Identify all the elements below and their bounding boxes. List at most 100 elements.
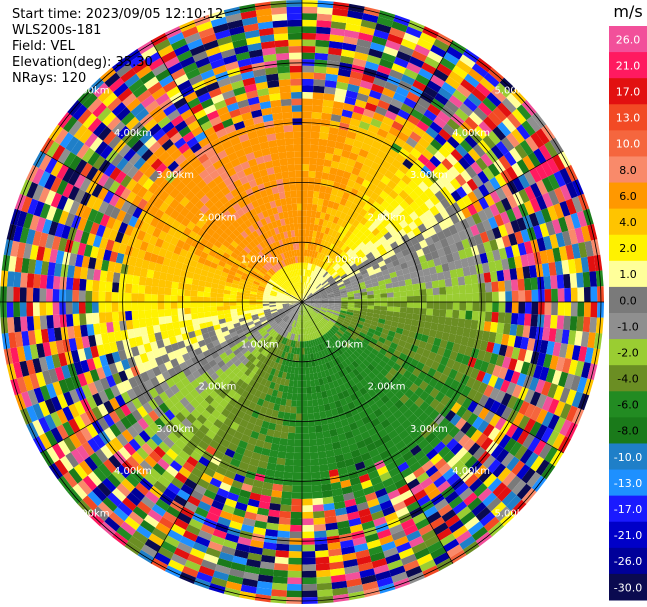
range-gate-cell — [302, 406, 308, 414]
range-gate-cell — [339, 439, 349, 448]
range-gate-cell — [330, 27, 346, 37]
range-gate-cell — [467, 400, 479, 413]
range-gate-cell — [200, 523, 215, 535]
range-gate-cell — [322, 271, 329, 278]
range-gate-cell — [355, 347, 364, 355]
range-gate-cell — [283, 344, 288, 352]
range-gate-cell — [327, 173, 336, 182]
range-gate-cell — [290, 366, 296, 374]
range-gate-cell — [332, 379, 340, 388]
range-gate-cell — [352, 219, 360, 228]
range-gate-cell — [344, 498, 357, 508]
range-gate-cell — [455, 417, 467, 431]
range-gate-cell — [380, 297, 388, 302]
range-gate-cell — [308, 299, 315, 301]
range-gate-cell — [461, 182, 473, 195]
range-gate-cell — [323, 403, 331, 412]
range-gate-cell — [420, 334, 429, 343]
range-gate-cell — [439, 294, 447, 302]
range-gate-cell — [430, 273, 439, 282]
range-gate-cell — [351, 280, 359, 286]
range-gate-cell — [385, 261, 394, 270]
range-gate-cell — [496, 486, 512, 502]
range-gate-cell — [270, 496, 282, 505]
range-gate-cell — [372, 313, 380, 319]
range-gate-cell — [490, 501, 507, 517]
range-gate-cell — [403, 472, 417, 484]
range-gate-cell — [255, 439, 265, 448]
range-gate-cell — [328, 300, 335, 302]
range-gate-cell — [157, 302, 165, 310]
range-gate-cell — [553, 416, 566, 434]
range-gate-cell — [570, 212, 582, 229]
range-gate-cell — [317, 398, 324, 406]
range-gate-cell — [341, 304, 348, 307]
range-gate-cell — [332, 312, 340, 317]
range-gate-cell — [551, 369, 563, 386]
range-gate-cell — [466, 412, 479, 426]
range-gate-cell — [347, 584, 364, 594]
range-gate-cell — [427, 487, 441, 501]
range-gate-cell — [317, 198, 324, 206]
range-gate-cell — [494, 173, 507, 188]
range-gate-cell — [370, 259, 379, 267]
range-gate-cell — [257, 460, 268, 469]
range-gate-cell — [386, 359, 396, 368]
range-gate-cell — [312, 264, 317, 272]
range-gate-cell — [327, 321, 334, 327]
range-gate-cell — [403, 32, 420, 45]
range-gate-cell — [461, 397, 473, 410]
range-gate-cell — [164, 302, 171, 310]
range-gate-cell — [318, 260, 323, 267]
range-gate-cell — [398, 547, 415, 560]
range-gate-cell — [358, 120, 371, 131]
range-gate-cell — [223, 417, 234, 428]
range-gate-cell — [308, 230, 314, 238]
range-gate-cell — [325, 264, 331, 272]
range-gate-cell — [338, 285, 346, 290]
range-gate-cell — [187, 553, 204, 566]
range-gate-cell — [394, 114, 408, 126]
range-gate-cell — [139, 519, 156, 534]
range-gate-cell — [298, 361, 302, 368]
range-gate-cell — [517, 278, 525, 291]
range-gate-cell — [283, 337, 288, 345]
range-gate-cell — [452, 293, 460, 302]
range-gate-cell — [373, 293, 381, 299]
range-gate-cell — [314, 217, 320, 225]
range-gate-cell — [113, 506, 129, 522]
range-gate-cell — [282, 478, 293, 486]
range-gate-cell — [378, 279, 386, 286]
range-gate-cell — [327, 367, 335, 376]
range-gate-cell — [205, 511, 220, 523]
range-gate-cell — [203, 302, 211, 308]
range-gate-cell — [371, 140, 383, 150]
range-gate-cell — [346, 130, 357, 140]
range-gate-cell — [408, 220, 418, 231]
range-gate-cell — [541, 192, 554, 208]
range-gate-cell — [355, 176, 365, 186]
range-gate-cell — [251, 373, 260, 382]
range-gate-cell — [79, 313, 87, 326]
range-gate-cell — [321, 327, 327, 334]
range-gate-cell — [341, 485, 353, 495]
range-gate-cell — [370, 161, 381, 172]
range-gate-cell — [361, 272, 370, 279]
range-gate-cell — [564, 302, 572, 317]
range-gate-cell — [368, 545, 384, 556]
range-gate-cell — [553, 203, 565, 219]
range-gate-cell — [302, 157, 310, 165]
range-gate-cell — [276, 390, 283, 399]
range-gate-cell — [312, 230, 318, 238]
range-gate-cell — [323, 159, 333, 168]
range-gate-cell — [518, 188, 530, 204]
range-gate-cell — [340, 375, 348, 384]
range-gate-cell — [491, 281, 499, 293]
range-gate-cell — [85, 312, 94, 325]
range-gate-cell — [328, 554, 344, 564]
range-gate-cell — [308, 303, 315, 305]
range-gate-cell — [359, 386, 368, 396]
range-gate-cell — [158, 316, 166, 325]
range-gate-cell — [259, 454, 270, 463]
range-gate-cell — [285, 372, 291, 380]
